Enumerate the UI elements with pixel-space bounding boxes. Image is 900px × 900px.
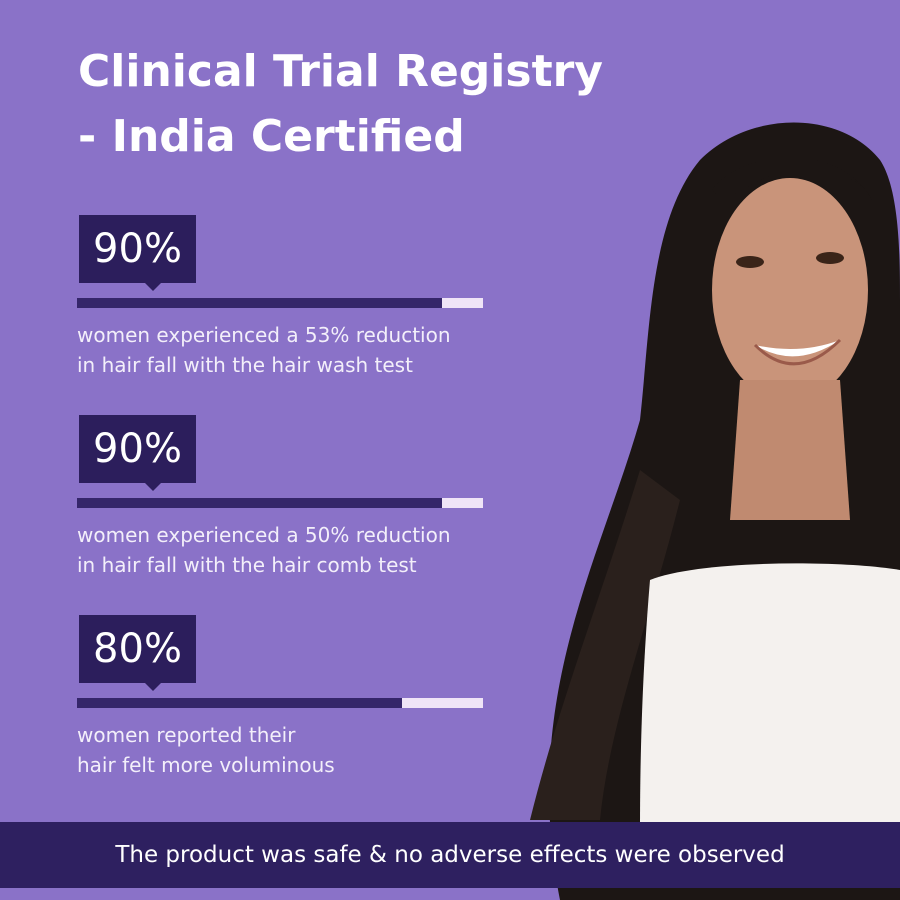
stat-description: women experienced a 53% reduction in hair…: [77, 320, 451, 380]
description-line: hair felt more voluminous: [77, 753, 335, 777]
progress-track: [77, 698, 483, 708]
progress-fill: [77, 498, 443, 508]
progress-fill: [77, 298, 443, 308]
description-line: in hair fall with the hair wash test: [77, 353, 413, 377]
stat-description: women reported their hair felt more volum…: [77, 720, 335, 780]
description-line: women reported their: [77, 723, 296, 747]
progress-track: [77, 298, 483, 308]
progress-track: [77, 498, 483, 508]
stat-description: women experienced a 50% reduction in hair…: [77, 520, 451, 580]
title-line: - India Certified: [78, 111, 465, 162]
description-line: women experienced a 53% reduction: [77, 323, 451, 347]
progress-fill: [77, 698, 402, 708]
stat-label: 90%: [79, 215, 196, 291]
stat-label: 90%: [79, 415, 196, 491]
footer: The product was safe & no adverse effect…: [0, 822, 900, 888]
description-line: in hair fall with the hair comb test: [77, 553, 417, 577]
title-line: Clinical Trial Registry: [78, 46, 603, 97]
stat-label: 80%: [79, 615, 196, 691]
description-line: women experienced a 50% reduction: [77, 523, 451, 547]
